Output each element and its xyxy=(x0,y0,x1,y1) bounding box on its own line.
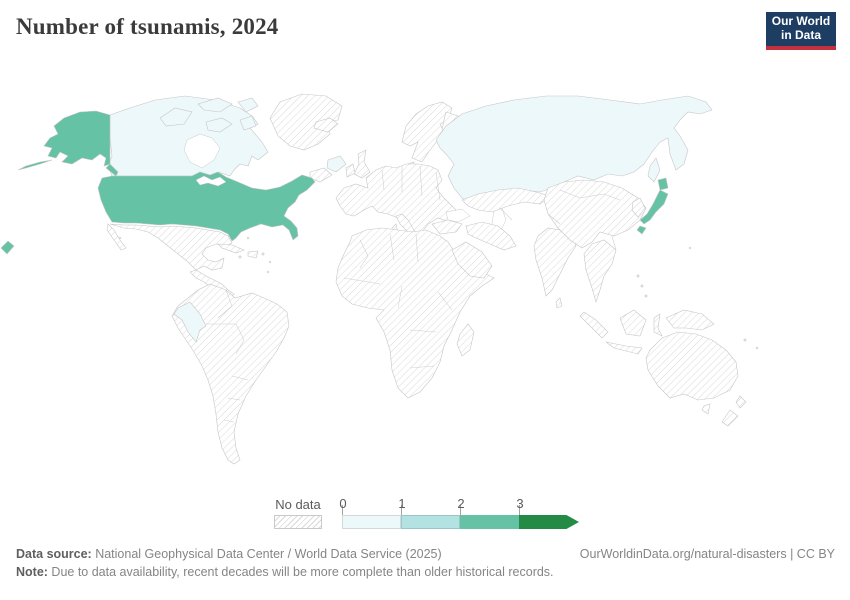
island-pacific xyxy=(118,236,122,240)
legend-tick xyxy=(401,505,402,515)
island-bahamas xyxy=(246,236,250,240)
owid-logo-line1: Our World xyxy=(771,14,831,29)
island-pacific xyxy=(688,246,692,250)
region-baja-california[interactable] xyxy=(106,223,127,251)
map-legend: No data 0 1 2 3 xyxy=(0,493,850,538)
island-fiji xyxy=(755,346,759,350)
legend-no-data-label: No data xyxy=(275,497,321,512)
island-philippines xyxy=(640,284,644,288)
country-turkey[interactable] xyxy=(431,219,463,235)
country-greenland[interactable] xyxy=(269,93,343,151)
country-canada-arctic-islands[interactable] xyxy=(159,97,259,133)
island-borneo[interactable] xyxy=(619,309,647,337)
data-source-label: Data source: xyxy=(16,547,92,561)
legend-tick xyxy=(342,505,343,515)
legend-no-data-swatch[interactable] xyxy=(274,515,322,529)
country-south-korea[interactable] xyxy=(631,197,646,218)
island-philippines xyxy=(636,274,640,278)
country-united-states-hawaii[interactable] xyxy=(0,240,15,255)
country-japan-honshu[interactable] xyxy=(639,189,669,225)
note-text: Due to data availability, recent decades… xyxy=(47,565,554,579)
country-japan-kyushu[interactable] xyxy=(636,225,647,235)
data-source-text: National Geophysical Data Center / World… xyxy=(91,547,442,561)
legend-bin-2[interactable] xyxy=(460,515,519,529)
legend-bin-0[interactable] xyxy=(342,515,401,529)
great-lakes xyxy=(195,175,227,187)
island-sumatra[interactable] xyxy=(579,311,609,339)
legend-tick-label-2: 2 xyxy=(457,496,465,511)
region-europe-mainland[interactable] xyxy=(335,163,459,247)
region-indochina[interactable] xyxy=(583,239,617,304)
border-lines-south-america xyxy=(206,289,249,423)
country-hispaniola[interactable] xyxy=(247,250,259,259)
black-sea xyxy=(445,208,471,223)
border-lines-asia xyxy=(499,189,621,251)
country-united-kingdom[interactable] xyxy=(353,149,371,179)
owid-logo-line2: in Data xyxy=(780,28,821,42)
country-madagascar[interactable] xyxy=(456,323,475,357)
border-lines-europe xyxy=(381,165,441,201)
country-ireland[interactable] xyxy=(345,163,356,178)
legend-tick xyxy=(519,505,520,515)
island-new-guinea[interactable] xyxy=(665,309,715,331)
island-tasmania[interactable] xyxy=(701,403,711,415)
chart-footer: Data source: National Geophysical Data C… xyxy=(16,545,835,581)
country-united-states[interactable] xyxy=(97,171,316,242)
region-central-asia[interactable] xyxy=(461,187,551,213)
country-united-states-alaska[interactable] xyxy=(43,110,111,167)
owid-rights-link[interactable]: OurWorldinData.org/natural-disasters | C… xyxy=(579,547,835,561)
world-map xyxy=(0,78,850,493)
island-sulawesi[interactable] xyxy=(653,313,663,337)
region-iran[interactable] xyxy=(465,221,517,251)
region-arabia[interactable] xyxy=(451,241,493,279)
island-antilles xyxy=(268,260,272,264)
legend-tick-label-0: 0 xyxy=(339,496,347,511)
legend-tick xyxy=(460,505,461,515)
island-java[interactable] xyxy=(605,341,643,355)
country-china[interactable] xyxy=(543,179,647,249)
country-russia-sakhalin[interactable] xyxy=(647,157,661,183)
country-new-zealand[interactable] xyxy=(721,395,747,427)
owid-logo[interactable]: Our World in Data xyxy=(766,12,836,50)
country-united-states-aleutians[interactable] xyxy=(17,159,53,171)
island-philippines xyxy=(644,294,648,298)
region-nova-scotia[interactable] xyxy=(309,167,333,183)
data-source-line: Data source: National Geophysical Data C… xyxy=(16,545,442,563)
border-lines-africa xyxy=(343,233,453,369)
region-africa[interactable] xyxy=(335,227,495,399)
legend-tick-label-1: 1 xyxy=(398,496,406,511)
country-sri-lanka[interactable] xyxy=(555,297,563,309)
country-iceland[interactable] xyxy=(313,117,339,133)
hudson-bay xyxy=(183,133,221,169)
legend-bin-3[interactable] xyxy=(519,515,579,529)
note-line: Note: Due to data availability, recent d… xyxy=(16,565,554,579)
country-peru[interactable] xyxy=(173,301,207,343)
island-antilles xyxy=(266,270,270,274)
island-jamaica xyxy=(238,255,242,259)
country-canada-newfoundland[interactable] xyxy=(326,155,347,173)
island-puerto-rico xyxy=(261,252,265,256)
country-australia[interactable] xyxy=(645,331,739,401)
legend-bin-1[interactable] xyxy=(401,515,460,529)
country-mexico[interactable] xyxy=(109,223,233,271)
note-label: Note: xyxy=(16,565,48,579)
legend-tick-label-3: 3 xyxy=(516,496,524,511)
country-japan-hokkaido[interactable] xyxy=(657,177,669,191)
country-cuba[interactable] xyxy=(217,243,245,254)
page-title: Number of tsunamis, 2024 xyxy=(16,14,279,39)
island-vanuatu xyxy=(743,338,747,342)
